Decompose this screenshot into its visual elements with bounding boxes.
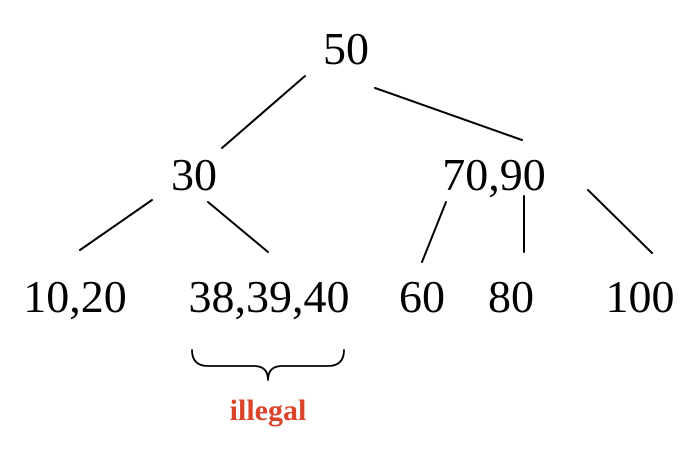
node-70-90: 70,90	[442, 149, 546, 200]
node-10-20: 10,20	[23, 271, 127, 322]
node-38-39-40: 38,39,40	[189, 271, 350, 322]
edge-70-90-100	[587, 189, 653, 254]
node-80: 80	[488, 271, 534, 322]
node-30: 30	[171, 149, 217, 200]
tree-nodes: 50 30 70,90 10,20 38,39,40 60 80 100	[23, 23, 674, 322]
edge-70-90-60	[421, 201, 447, 263]
node-root: 50	[323, 23, 369, 74]
node-100: 100	[606, 271, 675, 322]
node-60: 60	[399, 271, 445, 322]
edge-50-30	[221, 75, 306, 149]
tree-edges	[79, 75, 653, 263]
illegal-label: illegal	[230, 394, 307, 427]
edge-30-38-39-40	[207, 201, 269, 253]
curly-brace-icon	[191, 349, 345, 381]
edge-50-70-90	[374, 87, 523, 141]
edge-30-10-20	[79, 199, 153, 251]
